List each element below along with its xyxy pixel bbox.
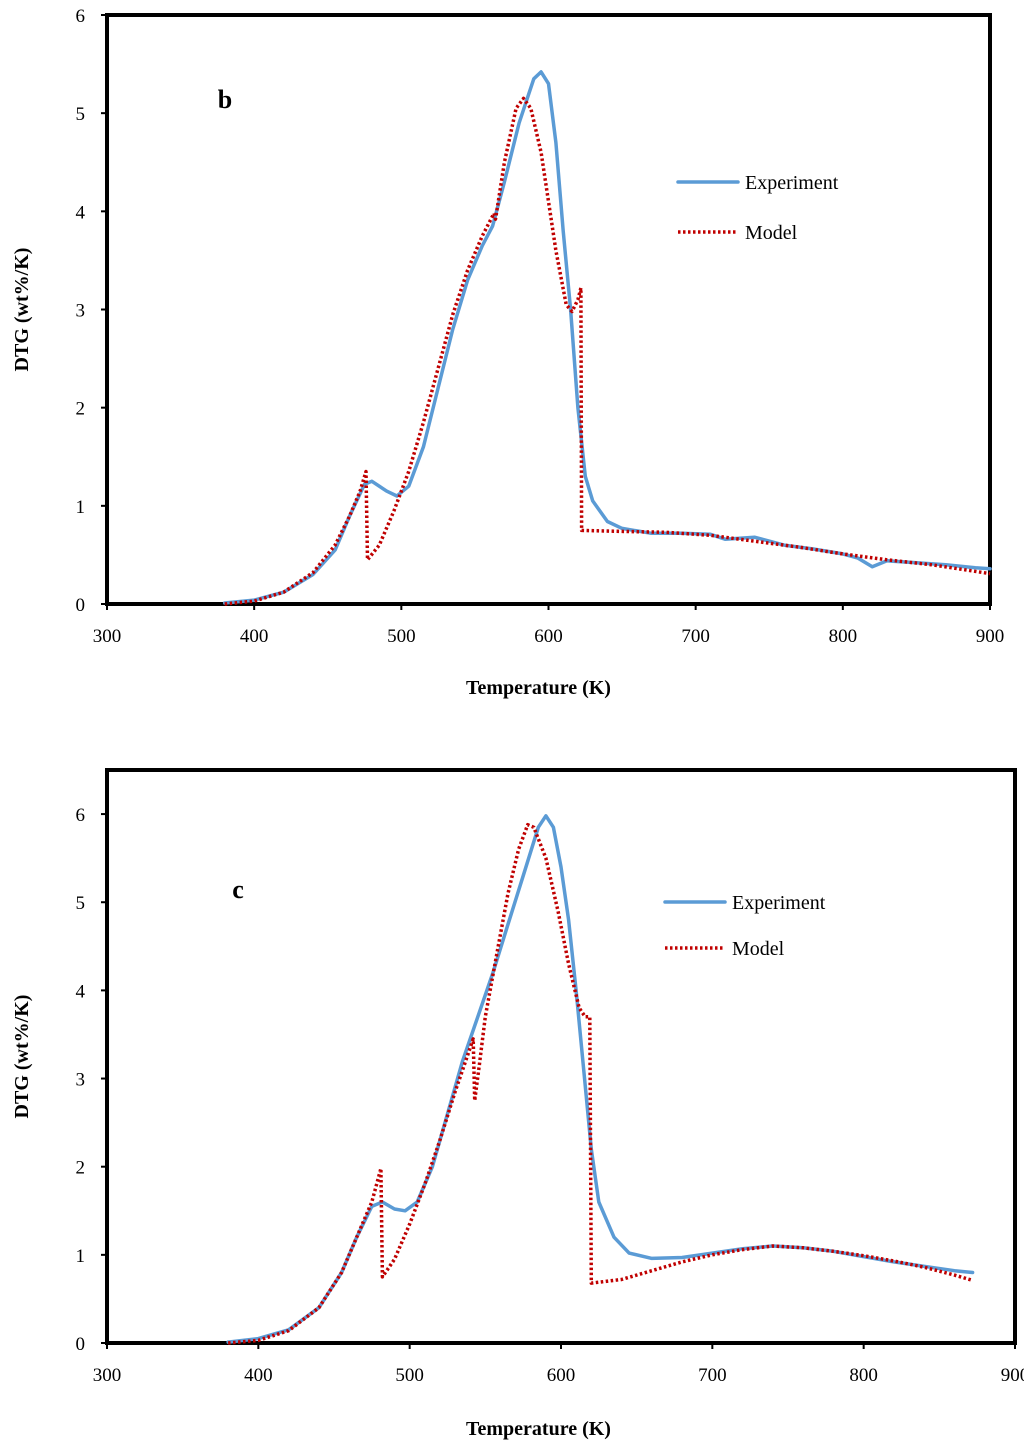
- y-tick-label: 5: [76, 893, 86, 914]
- x-tick-label: 700: [681, 626, 710, 647]
- plot-frame: [105, 13, 992, 606]
- chart-panel-b: 300 400 500 600 700 800 900 0 1 2 3 4 5 6 Temperature …: [11, 6, 1004, 699]
- plot-frame: [105, 768, 1017, 1345]
- legend-label-experiment: Experiment: [732, 892, 826, 914]
- y-tick-label: 1: [76, 1246, 86, 1267]
- x-tick-label: 900: [976, 626, 1005, 647]
- series-line-model: [227, 822, 974, 1345]
- chart-panel-c: 300 400 500 600 700 800 900 0 1 2 3 4 5 6 Temperature …: [11, 768, 1024, 1440]
- y-axis-title: DTG (wt%/K): [11, 995, 33, 1119]
- legend-label-model: Model: [732, 938, 785, 960]
- x-tick-label: 700: [698, 1365, 727, 1386]
- y-tick-label: 2: [76, 1158, 86, 1179]
- x-tick-label: 600: [534, 626, 563, 647]
- y-tick-label: 6: [76, 805, 86, 826]
- y-tick-label: 4: [76, 981, 86, 1002]
- legend-label-model: Model: [745, 222, 798, 244]
- x-axis-title: Temperature (K): [466, 1418, 611, 1440]
- series-line-experiment: [226, 814, 975, 1344]
- x-tick-label: 900: [1001, 1365, 1024, 1386]
- panel-label: c: [232, 875, 244, 904]
- x-tick-label: 500: [387, 626, 416, 647]
- series-line-experiment: [222, 70, 992, 605]
- series-line-model: [224, 96, 991, 606]
- x-tick-label: 400: [240, 626, 269, 647]
- x-tick-label: 800: [829, 626, 858, 647]
- y-tick-label: 5: [76, 104, 86, 125]
- y-tick-label: 3: [76, 301, 86, 322]
- y-tick-label: 0: [76, 1334, 86, 1355]
- x-tick-label: 600: [547, 1365, 576, 1386]
- y-tick-label: 1: [76, 497, 86, 518]
- x-axis-title: Temperature (K): [466, 677, 611, 699]
- x-tick-label: 800: [849, 1365, 878, 1386]
- x-tick-label: 400: [244, 1365, 273, 1386]
- y-tick-label: 6: [76, 6, 86, 27]
- x-tick-label: 300: [93, 626, 122, 647]
- x-tick-label: 300: [93, 1365, 122, 1386]
- panel-label: b: [218, 85, 232, 114]
- legend-label-experiment: Experiment: [745, 172, 839, 194]
- y-tick-label: 4: [76, 202, 86, 223]
- y-tick-label: 0: [76, 595, 86, 616]
- y-tick-label: 3: [76, 1070, 86, 1091]
- y-tick-label: 2: [76, 399, 86, 420]
- y-axis-title: DTG (wt%/K): [11, 248, 33, 372]
- x-tick-label: 500: [395, 1365, 424, 1386]
